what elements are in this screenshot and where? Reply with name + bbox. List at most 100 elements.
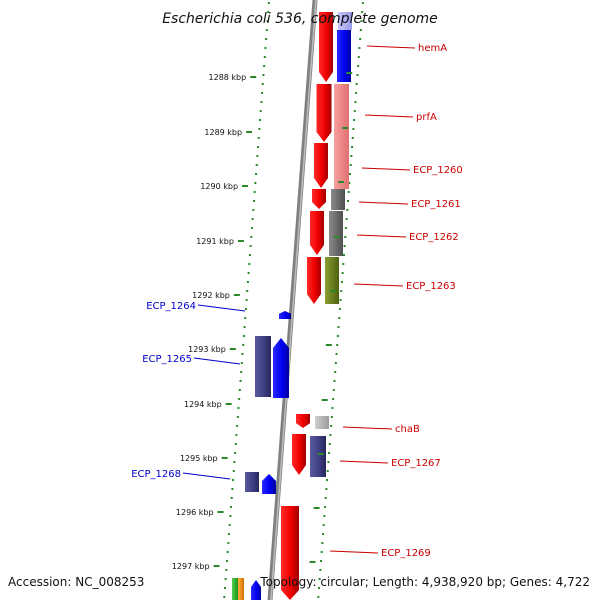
track-dot: [333, 380, 336, 382]
ruler-dot: [250, 236, 253, 238]
ruler-dot: [238, 398, 241, 400]
accession-text: Accession: NC_008253: [8, 575, 144, 589]
track-dot: [318, 578, 321, 580]
track-dot: [317, 596, 320, 598]
track-dot: [345, 218, 348, 220]
track-dot: [357, 65, 360, 67]
ruler-dot: [261, 83, 264, 85]
genome-summary-text: Topology: circular; Length: 4,938,920 bp…: [259, 575, 590, 589]
track-dot: [322, 533, 325, 535]
ruler-label: 1288 kbp: [209, 73, 247, 82]
cog-box-chab: [315, 416, 329, 429]
ruler-dot: [236, 425, 239, 427]
gene-label-ecp_1267: ECP_1267: [391, 458, 441, 469]
ruler-dot: [230, 506, 233, 508]
ruler-dot: [238, 389, 241, 391]
ruler-dot: [234, 443, 237, 445]
gene-label-ecp_1265: ECP_1265: [142, 354, 192, 365]
gene-arrow-ecp1267: [292, 434, 306, 475]
track-dot: [342, 263, 345, 265]
ruler-dot: [263, 56, 266, 58]
ruler-dot: [228, 524, 231, 526]
cog-box-bottom-orange: [238, 578, 244, 600]
label-connector: [182, 472, 231, 480]
ruler-dot: [264, 47, 267, 49]
label-connector: [339, 460, 389, 464]
feature-track: [232, 12, 352, 600]
ruler-dot: [262, 74, 265, 76]
ruler-dot: [257, 137, 260, 139]
ruler-label: 1292 kbp: [192, 291, 230, 300]
gene-arrow-ecp1269: [281, 506, 299, 600]
ruler-dot: [226, 551, 229, 553]
track-dot: [334, 371, 337, 373]
ruler-dot: [231, 488, 234, 490]
cog-box-ecp1265: [255, 336, 271, 397]
track-dot: [361, 11, 364, 13]
track-dot: [320, 551, 323, 553]
ruler-dot: [255, 164, 258, 166]
gene-label-ecp_1264: ECP_1264: [146, 301, 196, 312]
track-dot: [358, 47, 361, 49]
track-dot: [335, 353, 338, 355]
track-dot: [324, 506, 327, 508]
track-dot: [330, 416, 333, 418]
track-dot: [324, 497, 327, 499]
track-dot: [327, 461, 330, 463]
label-connector: [366, 45, 416, 49]
ruler-dot: [259, 110, 262, 112]
track-dot: [328, 443, 331, 445]
track-dot: [329, 434, 332, 436]
track-dot: [341, 272, 344, 274]
track-dot: [337, 326, 340, 328]
ruler-dot: [239, 380, 242, 382]
label-connector: [361, 167, 411, 171]
ruler-dot: [246, 290, 249, 292]
ruler-dot: [267, 2, 270, 4]
ruler-label: 1295 kbp: [180, 454, 218, 463]
ruler-dot: [224, 578, 227, 580]
track-dot: [353, 110, 356, 112]
track-dot: [340, 290, 343, 292]
ruler-dot: [265, 29, 268, 31]
track-dot: [359, 38, 362, 40]
label-connector: [353, 283, 404, 287]
ruler-label: 1296 kbp: [176, 508, 214, 517]
track-dot: [344, 227, 347, 229]
track-dot: [360, 20, 363, 22]
map-title: Escherichia coli 536, complete genome: [162, 11, 438, 27]
track-dot: [348, 182, 351, 184]
ruler-dot: [252, 209, 255, 211]
gene-arrow-ecp1261: [312, 189, 326, 209]
track-dot: [323, 515, 326, 517]
track-dot: [334, 362, 337, 364]
ruler-label: 1290 kbp: [200, 182, 238, 191]
ruler-dot: [228, 533, 231, 535]
gene-labels-left: ECP_1264 ECP_1265 ECP_1268: [131, 301, 196, 480]
track-dot: [346, 209, 349, 211]
ruler-dot: [257, 146, 260, 148]
track-dot: [330, 425, 333, 427]
ruler-dot: [241, 353, 244, 355]
ruler-dot: [240, 371, 243, 373]
ruler-dot: [255, 173, 258, 175]
track-dot: [317, 587, 320, 589]
label-connector: [356, 234, 407, 238]
track-dot: [355, 92, 358, 94]
gene-arrow-ecp1268: [262, 474, 276, 494]
track-dot: [338, 317, 341, 319]
ruler-dot: [248, 263, 251, 265]
track-dot: [347, 191, 350, 193]
ruler-dot: [259, 119, 262, 121]
label-connector: [197, 304, 246, 312]
track-dot: [352, 128, 355, 130]
ruler-dot: [232, 479, 235, 481]
ruler-dot: [263, 65, 266, 67]
ruler-dot: [251, 218, 254, 220]
gene-arrow-ecp1263: [307, 257, 321, 304]
label-connector: [342, 426, 393, 430]
ruler-label: 1293 kbp: [188, 345, 226, 354]
ruler-dot: [235, 434, 238, 436]
track-dot: [350, 155, 353, 157]
ruler-dot: [226, 560, 228, 562]
